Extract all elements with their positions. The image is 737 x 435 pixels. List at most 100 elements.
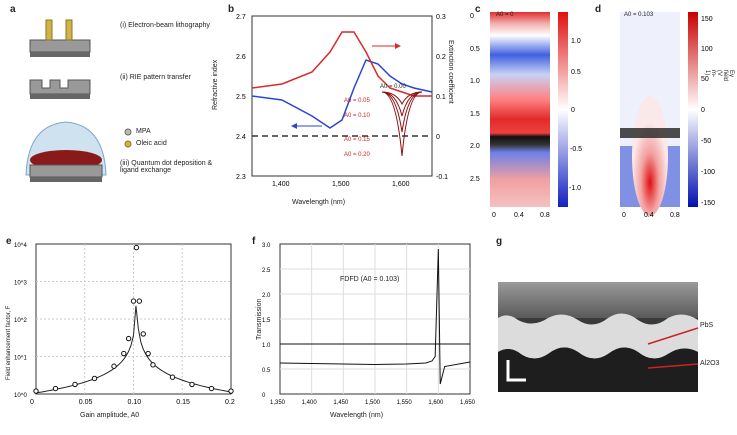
c-colorbar [558, 12, 568, 207]
f-ytick-3: 1.5 [262, 318, 271, 324]
c-xtick-1: 0.4 [514, 212, 524, 219]
d-label: A0 = 0.103 [624, 12, 654, 18]
f-ytick-2: 1.0 [262, 343, 271, 349]
d-cbar-tick-2: 50 [701, 76, 709, 83]
d-cbar-tick-5: -100 [701, 169, 715, 176]
panel-f-chart: 1,350 1,400 1,450 1,500 1,550 1,600 1,650 0 0.5 1… [262, 243, 476, 406]
c-xtick-0: 0 [492, 212, 496, 219]
e-xtick-2: 0.10 [128, 399, 142, 406]
step-3-label: (iii) Quantum dot deposition & ligand ex… [120, 160, 213, 174]
d-cbar-tick-3: 0 [701, 107, 705, 114]
b-annot-015: A0 = 0.15 [344, 137, 370, 143]
b-annot-000: A0 = 0.00 [380, 84, 406, 90]
c-ytick-2: 1.0 [470, 78, 480, 85]
d-hotspot [632, 96, 668, 216]
c-cbar-tick-3: -0.5 [570, 146, 582, 153]
c-cbar-tick-4: -1.0 [569, 185, 581, 192]
e-point-8 [133, 244, 140, 251]
e-ytick-2: 10^2 [14, 318, 27, 324]
f-xtick-3: 1,500 [365, 400, 381, 406]
d-cbar-tick-1: 100 [701, 46, 713, 53]
panel-a-schematic [25, 19, 132, 182]
f-ytick-1: 0.5 [262, 368, 271, 374]
b-xtick-2: 1,600 [392, 181, 410, 188]
c-ytick-5: 2.5 [470, 176, 480, 183]
b-gain-curve-0 [381, 91, 423, 106]
plot-frame [251, 15, 433, 177]
f-series-fdfd [279, 248, 471, 385]
panel-a-letter: a [10, 4, 16, 15]
e-xtick-3: 0.15 [176, 399, 190, 406]
b-ytick-right-4: 0.3 [436, 14, 446, 21]
c-ytick-0: 0 [470, 13, 474, 20]
b-annot-020: A0 = 0.20 [344, 152, 370, 158]
b-xlabel: Wavelength (nm) [292, 199, 346, 206]
e-point-6 [125, 335, 132, 342]
b-series-refractive-index [251, 59, 433, 129]
e-point-2 [72, 381, 78, 388]
b-annot-010: A0 = 0.10 [344, 113, 370, 119]
c-ytick-4: 2.0 [470, 143, 480, 150]
e-xtick-0: 0 [30, 399, 34, 406]
b-xtick-0: 1,400 [272, 181, 290, 188]
d-xtick-2: 0.8 [670, 212, 680, 219]
b-series-extinction [251, 31, 432, 97]
d-xtick-1: 0.4 [644, 212, 654, 219]
d-cbar-tick-4: -50 [701, 138, 711, 145]
f-xtick-5: 1,600 [428, 400, 444, 406]
f-ytick-6: 3.0 [262, 243, 271, 249]
e-point-5 [121, 350, 127, 357]
panel-e-letter: e [6, 236, 12, 247]
legend-mpa: MPA [136, 128, 151, 135]
panel-b-letter: b [228, 4, 235, 15]
e-xtick-1: 0.05 [79, 399, 93, 406]
panel-b-chart: 1,400 1,500 1,600 2.3 2.4 2.5 2.6 2.7 -0.1 0 0.1 0.… [236, 14, 448, 188]
panel-c-field-map: 0 0.5 1.0 1.5 2.0 2.5 0 0.4 0.8 1.0 0.5 … [470, 12, 582, 219]
b-gain-curve-1 [381, 91, 423, 117]
panel-f-letter: f [252, 236, 256, 247]
scale-bar [506, 360, 526, 382]
panel-g-micrograph [498, 282, 699, 392]
b-ytick-left-1: 2.4 [236, 134, 246, 141]
c-ytick-3: 1.5 [470, 111, 480, 118]
f-xtick-1: 1,400 [302, 400, 318, 406]
e-point-3 [91, 375, 98, 382]
f-xtick-4: 1,550 [397, 400, 413, 406]
d-cbar-tick-6: -150 [701, 200, 715, 207]
step-2-label: (ii) RIE pattern transfer [120, 74, 191, 81]
c-cbar-tick-2: 0 [571, 107, 575, 114]
c-label: A0 = 0 [496, 12, 514, 18]
c-cbar-tick-1: 0.5 [571, 69, 581, 76]
c-ytick-1: 0.5 [470, 46, 480, 53]
b-annot-005: A0 = 0.05 [344, 98, 370, 104]
e-point-14 [189, 381, 195, 388]
e-point-16 [228, 388, 234, 394]
c-heatmap [490, 12, 550, 207]
e-point-7 [130, 298, 137, 304]
c-cbar-tick-0: 1.0 [571, 38, 581, 45]
b-gain-curve-3 [381, 91, 423, 157]
b-xtick-1: 1,500 [332, 181, 350, 188]
e-ytick-4: 10^4 [14, 243, 27, 249]
f-ytick-0: 0 [262, 393, 266, 399]
panel-e-chart: 0 0.05 0.10 0.15 0.2 10^0 10^1 10^2 10^3 10^4 [14, 243, 235, 406]
d-colorbar-label: Ey field (V m-1) [704, 70, 734, 82]
step-1-label: (i) Electron-beam lithography [120, 22, 210, 29]
g-label-al2o3: Al2O3 [700, 360, 720, 367]
b-gain-curve-2 [381, 91, 423, 133]
panel-d-field-map: 0 0.4 0.8 150 100 50 0 -50 -100 -150 [620, 12, 715, 219]
g-label-pbs: PbS [700, 322, 714, 329]
e-point-0 [33, 388, 39, 394]
c-xtick-2: 0.8 [540, 212, 550, 219]
e-ytick-3: 10^3 [14, 281, 27, 287]
e-point-10 [140, 331, 146, 337]
b-ytick-right-2: 0.1 [436, 94, 446, 101]
f-xtick-2: 1,450 [333, 400, 349, 406]
e-point-12 [150, 362, 156, 368]
b-ytick-left-3: 2.6 [236, 54, 246, 61]
e-ytick-0: 10^0 [14, 393, 27, 399]
e-point-4 [111, 363, 117, 369]
f-ylabel: Transmission [256, 298, 263, 340]
f-label: FDFD (A0 = 0.103) [340, 276, 400, 283]
f-xlabel: Wavelength (nm) [330, 412, 384, 419]
